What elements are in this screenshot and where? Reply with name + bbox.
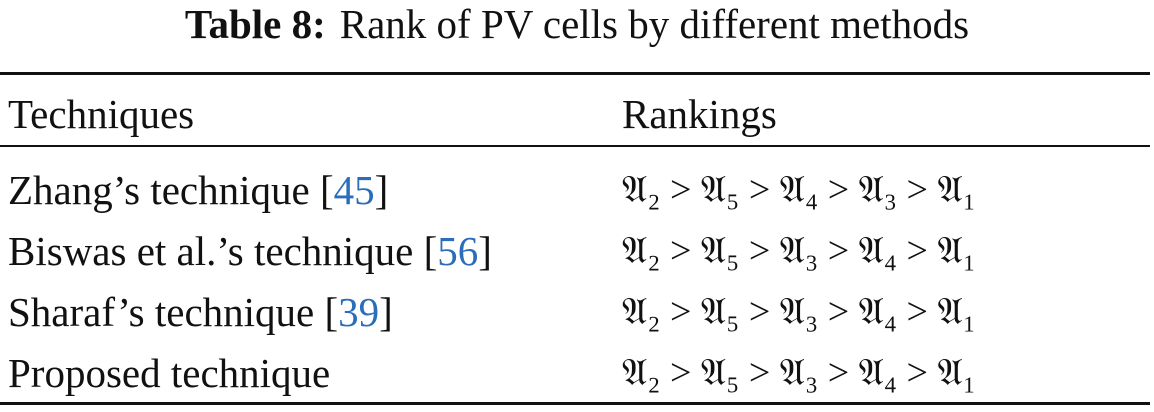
technique-cell: Biswas et al.’s technique [56] [8,221,492,281]
table-row: Proposed technique 𝔄₂ > 𝔄₅ > 𝔄₃ > 𝔄₄ > 𝔄… [0,343,1154,403]
ranking-cell: 𝔄₂ > 𝔄₅ > 𝔄₄ > 𝔄₃ > 𝔄₁ [622,169,976,211]
technique-cell: Sharaf’s technique [39] [8,282,393,342]
table-caption-text: Rank of PV cells by different methods [339,1,970,47]
header-rankings: Rankings [622,91,777,137]
citation-bracket: ] [379,289,393,335]
citation-bracket: ] [478,228,492,274]
citation-link[interactable]: 45 [333,167,375,213]
citation-link[interactable]: 39 [338,289,380,335]
table-row: Zhang’s technique [45] 𝔄₂ > 𝔄₅ > 𝔄₄ > 𝔄₃… [0,160,1154,220]
table-row: Biswas et al.’s technique [56] 𝔄₂ > 𝔄₅ >… [0,221,1154,281]
table-caption: Table 8: Rank of PV cells by different me… [0,0,1154,60]
technique-name: Proposed technique [8,350,331,396]
citation-bracket: ] [374,167,389,213]
technique-name: Sharaf’s technique [ [8,289,339,335]
citation-link[interactable]: 56 [437,228,479,274]
ranking-cell: 𝔄₂ > 𝔄₅ > 𝔄₃ > 𝔄₄ > 𝔄₁ [622,291,976,333]
table-row: Sharaf’s technique [39] 𝔄₂ > 𝔄₅ > 𝔄₃ > 𝔄… [0,282,1154,342]
ranking-cell: 𝔄₂ > 𝔄₅ > 𝔄₃ > 𝔄₄ > 𝔄₁ [622,230,976,272]
ranking-cell: 𝔄₂ > 𝔄₅ > 𝔄₃ > 𝔄₄ > 𝔄₁ [622,352,976,394]
table-top-rule [0,72,1150,75]
table-bottom-rule [0,402,1150,405]
technique-name: Zhang’s technique [ [8,167,334,213]
technique-cell: Zhang’s technique [45] [8,160,388,220]
technique-cell: Proposed technique [8,343,330,403]
table-header-row: Techniques Rankings [0,84,1154,144]
table-header-rule [0,145,1150,147]
technique-name: Biswas et al.’s technique [ [8,228,438,274]
header-techniques: Techniques [8,91,195,137]
table-caption-label: Table 8: [184,1,326,47]
